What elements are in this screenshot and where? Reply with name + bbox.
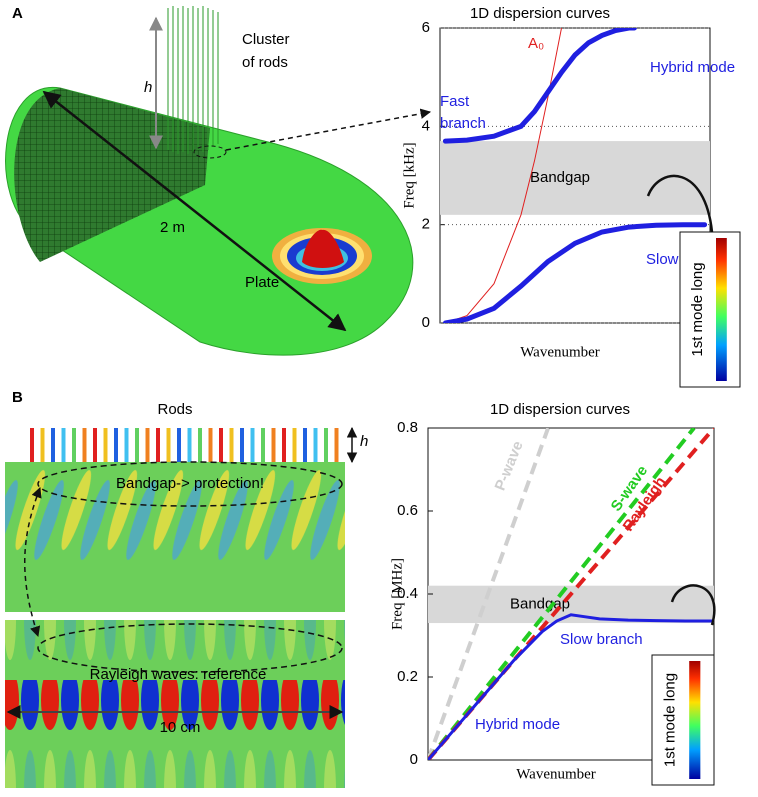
rod <box>135 428 139 462</box>
region-ellipse <box>37 461 343 507</box>
inset-label: 1st mode long <box>662 673 679 767</box>
rod <box>72 428 76 462</box>
wave-field <box>5 620 345 788</box>
mode-shape <box>716 238 727 381</box>
mode-shape <box>689 661 701 779</box>
rod <box>156 428 160 462</box>
rod <box>82 428 87 462</box>
y-tick-label: 0.8 <box>397 419 418 436</box>
series-line <box>442 222 708 323</box>
cluster-label: Cluster <box>242 31 290 48</box>
width-label: 10 cm <box>160 719 201 736</box>
inset-label: 1st mode long <box>689 262 706 356</box>
rod <box>124 428 129 462</box>
height-label: h <box>360 433 368 450</box>
panel-label: B <box>12 389 23 406</box>
rod <box>208 428 213 462</box>
rod <box>313 428 318 462</box>
y-axis-label: Freq [MHz] <box>389 558 405 630</box>
rod <box>30 428 34 462</box>
series-line <box>428 428 696 760</box>
panel-label: A <box>12 5 23 22</box>
chart-title: 1D dispersion curves <box>470 5 610 22</box>
rod <box>240 428 244 462</box>
series-label: Hybrid mode <box>475 716 560 733</box>
bandgap-label: Bandgap <box>530 169 590 186</box>
zoom-arrow <box>225 108 432 151</box>
ripple <box>272 228 372 284</box>
x-axis-label: Wavenumber <box>516 766 596 782</box>
y-tick-label: 0.6 <box>397 502 418 519</box>
height-label: h <box>144 79 152 96</box>
rod <box>324 428 328 462</box>
annotation: branch <box>440 115 486 132</box>
rod <box>145 428 150 462</box>
rods <box>30 428 339 462</box>
inset <box>679 231 741 388</box>
annotation: Fast <box>440 93 470 110</box>
rod <box>114 428 118 462</box>
rod <box>198 428 202 462</box>
rod <box>219 428 223 462</box>
rod <box>261 428 265 462</box>
x-axis-label: Wavenumber <box>520 344 600 360</box>
rod <box>61 428 66 462</box>
series-label: A₀ <box>528 35 544 52</box>
region-ellipse <box>37 623 343 673</box>
y-tick-label: 0 <box>410 751 418 768</box>
series-line <box>428 428 714 760</box>
rod <box>271 428 276 462</box>
annotation: Slow branch <box>560 631 643 648</box>
series-line <box>442 28 637 144</box>
mode-arrow <box>670 584 716 626</box>
chart-title: 1D dispersion curves <box>490 401 630 418</box>
cluster-label: of rods <box>242 54 288 71</box>
y-tick-label: 2 <box>422 216 430 233</box>
rod <box>103 428 108 462</box>
length-arrow <box>42 90 347 332</box>
series-label: Hybrid mode <box>650 59 735 76</box>
rod <box>93 428 97 462</box>
length-label: 2 m <box>160 219 185 236</box>
rod <box>40 428 45 462</box>
rod <box>229 428 234 462</box>
y-tick-label: 6 <box>422 19 430 36</box>
y-axis-label: Freq [kHz] <box>401 142 417 208</box>
y-tick-label: 0.4 <box>397 585 418 602</box>
rod <box>282 428 286 462</box>
y-tick-label: 0.2 <box>397 668 418 685</box>
compare-arrow <box>24 487 42 637</box>
rod <box>166 428 171 462</box>
wave-field <box>5 462 345 612</box>
plate-label: Plate <box>245 274 279 291</box>
series-line <box>428 428 550 760</box>
bandgap <box>428 585 714 624</box>
inset <box>651 654 715 786</box>
top-label: Bandgap-> protection! <box>116 475 264 492</box>
rod <box>292 428 297 462</box>
y-tick-label: 0 <box>422 314 430 331</box>
series-line <box>428 613 714 760</box>
y-tick-label: 4 <box>422 117 430 134</box>
rod <box>303 428 307 462</box>
rod <box>250 428 255 462</box>
bottom-label: Rayleigh waves: reference <box>90 666 267 683</box>
rods <box>167 6 219 154</box>
rod <box>334 428 339 462</box>
rods-label: Rods <box>157 401 192 418</box>
rod <box>51 428 55 462</box>
mode-arrow <box>646 174 714 233</box>
series-line <box>444 28 562 323</box>
bandgap-label: Bandgap <box>510 595 570 612</box>
rod <box>187 428 192 462</box>
rod <box>177 428 181 462</box>
